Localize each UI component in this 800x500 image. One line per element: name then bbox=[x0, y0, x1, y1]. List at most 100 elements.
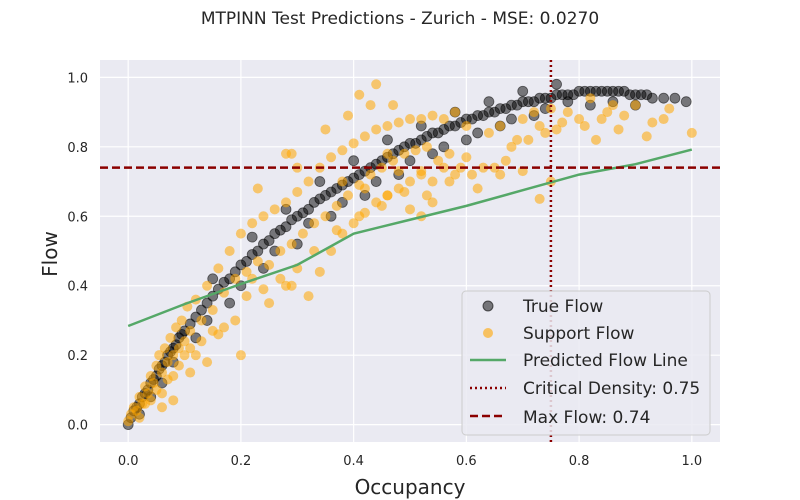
support-flow-point bbox=[438, 114, 449, 125]
series-support-flow bbox=[123, 79, 697, 427]
support-flow-point bbox=[658, 114, 669, 125]
support-flow-point bbox=[354, 211, 365, 222]
support-flow-point bbox=[359, 131, 370, 142]
true-flow-point bbox=[314, 176, 326, 187]
support-flow-point bbox=[478, 162, 489, 173]
support-flow-point bbox=[337, 176, 348, 187]
support-flow-point bbox=[523, 134, 534, 145]
support-flow-point bbox=[405, 176, 415, 187]
support-flow-point bbox=[500, 155, 511, 166]
true-flow-point bbox=[517, 85, 529, 97]
support-flow-point bbox=[376, 200, 387, 211]
support-flow-point bbox=[297, 228, 308, 239]
support-flow-point bbox=[613, 124, 624, 135]
support-flow-point bbox=[444, 148, 455, 159]
support-flow-point bbox=[348, 138, 359, 149]
support-flow-point bbox=[405, 114, 415, 125]
support-flow-point bbox=[196, 336, 207, 347]
support-flow-point bbox=[275, 246, 286, 256]
support-flow-point bbox=[168, 371, 179, 382]
support-flow-point bbox=[517, 114, 528, 125]
support-flow-point bbox=[371, 124, 382, 135]
x-tick-label: 1.0 bbox=[681, 454, 702, 469]
support-flow-point bbox=[252, 183, 263, 194]
chart-title: MTPINN Test Predictions - Zurich - MSE: … bbox=[201, 9, 599, 29]
support-flow-point bbox=[235, 350, 246, 361]
true-flow-point bbox=[280, 221, 292, 233]
support-flow-point bbox=[168, 350, 179, 361]
support-flow-point bbox=[562, 107, 573, 118]
support-flow-point bbox=[224, 246, 235, 256]
true-flow-point bbox=[404, 155, 416, 167]
x-tick-label: 0.6 bbox=[456, 454, 477, 469]
support-flow-point bbox=[382, 190, 393, 201]
legend-marker-support-flow bbox=[483, 328, 493, 338]
support-flow-point bbox=[540, 127, 551, 138]
support-flow-point bbox=[309, 218, 320, 229]
support-flow-point bbox=[159, 343, 170, 354]
support-flow-point bbox=[641, 131, 652, 142]
support-flow-point bbox=[168, 395, 179, 406]
support-flow-point bbox=[219, 322, 229, 333]
reference-lines bbox=[100, 60, 720, 442]
true-flow-point bbox=[246, 231, 258, 243]
support-flow-point bbox=[337, 145, 348, 156]
support-flow-point bbox=[365, 100, 376, 111]
true-flow-point bbox=[348, 155, 360, 167]
support-flow-point bbox=[596, 114, 607, 125]
x-tick-label: 0.4 bbox=[343, 454, 364, 469]
legend-label-true-flow: True Flow bbox=[522, 297, 603, 317]
legend: True Flow Support Flow Predicted Flow Li… bbox=[461, 290, 711, 436]
support-flow-point bbox=[421, 141, 432, 152]
support-flow-point bbox=[264, 298, 275, 309]
support-flow-point bbox=[258, 211, 269, 222]
support-flow-point bbox=[247, 218, 258, 229]
support-flow-point bbox=[574, 114, 585, 125]
support-flow-point bbox=[461, 152, 472, 163]
support-flow-point bbox=[331, 200, 342, 211]
true-flow-point bbox=[303, 203, 314, 215]
support-flow-point bbox=[365, 169, 376, 180]
support-flow-point bbox=[410, 145, 421, 156]
support-flow-point bbox=[258, 284, 269, 295]
support-flow-point bbox=[241, 291, 252, 302]
support-flow-point bbox=[320, 211, 331, 222]
support-flow-point bbox=[157, 367, 167, 378]
true-flow-point bbox=[460, 134, 472, 146]
support-flow-point bbox=[557, 117, 568, 128]
support-flow-point bbox=[176, 315, 187, 326]
true-flow-point bbox=[201, 297, 213, 309]
support-flow-point bbox=[281, 197, 291, 208]
x-tick-label: 0.8 bbox=[569, 454, 590, 469]
support-flow-point bbox=[286, 239, 297, 250]
true-flow-point bbox=[224, 297, 236, 309]
support-flow-point bbox=[207, 305, 218, 316]
true-flow-point bbox=[207, 273, 219, 285]
y-tick-label: 0.0 bbox=[67, 419, 88, 434]
support-flow-point bbox=[202, 357, 213, 368]
true-flow-point bbox=[680, 96, 692, 108]
support-flow-point bbox=[506, 141, 517, 152]
support-flow-point bbox=[399, 186, 410, 197]
true-flow-point bbox=[370, 176, 382, 187]
legend-label-max-flow: Max Flow: 0.74 bbox=[523, 408, 650, 428]
y-tick-label: 0.2 bbox=[67, 349, 88, 364]
series-predicted-flow-line bbox=[127, 148, 693, 328]
true-flow-point bbox=[551, 78, 562, 90]
support-flow-point bbox=[433, 155, 444, 166]
support-flow-point bbox=[591, 134, 601, 145]
support-flow-point bbox=[512, 134, 523, 145]
x-tick-labels: 0.0 0.2 0.4 0.6 0.8 1.0 bbox=[118, 454, 702, 469]
support-flow-point bbox=[388, 100, 399, 111]
true-flow-point bbox=[427, 148, 438, 160]
true-flow-point bbox=[241, 256, 252, 267]
support-flow-point bbox=[427, 197, 438, 208]
support-flow-point bbox=[162, 357, 173, 368]
support-flow-point bbox=[202, 280, 213, 291]
support-flow-point bbox=[664, 103, 675, 114]
support-flow-point bbox=[686, 127, 697, 138]
support-flow-point bbox=[145, 395, 156, 406]
support-flow-point bbox=[382, 120, 393, 131]
support-flow-point bbox=[320, 124, 331, 135]
support-flow-point bbox=[495, 120, 506, 131]
